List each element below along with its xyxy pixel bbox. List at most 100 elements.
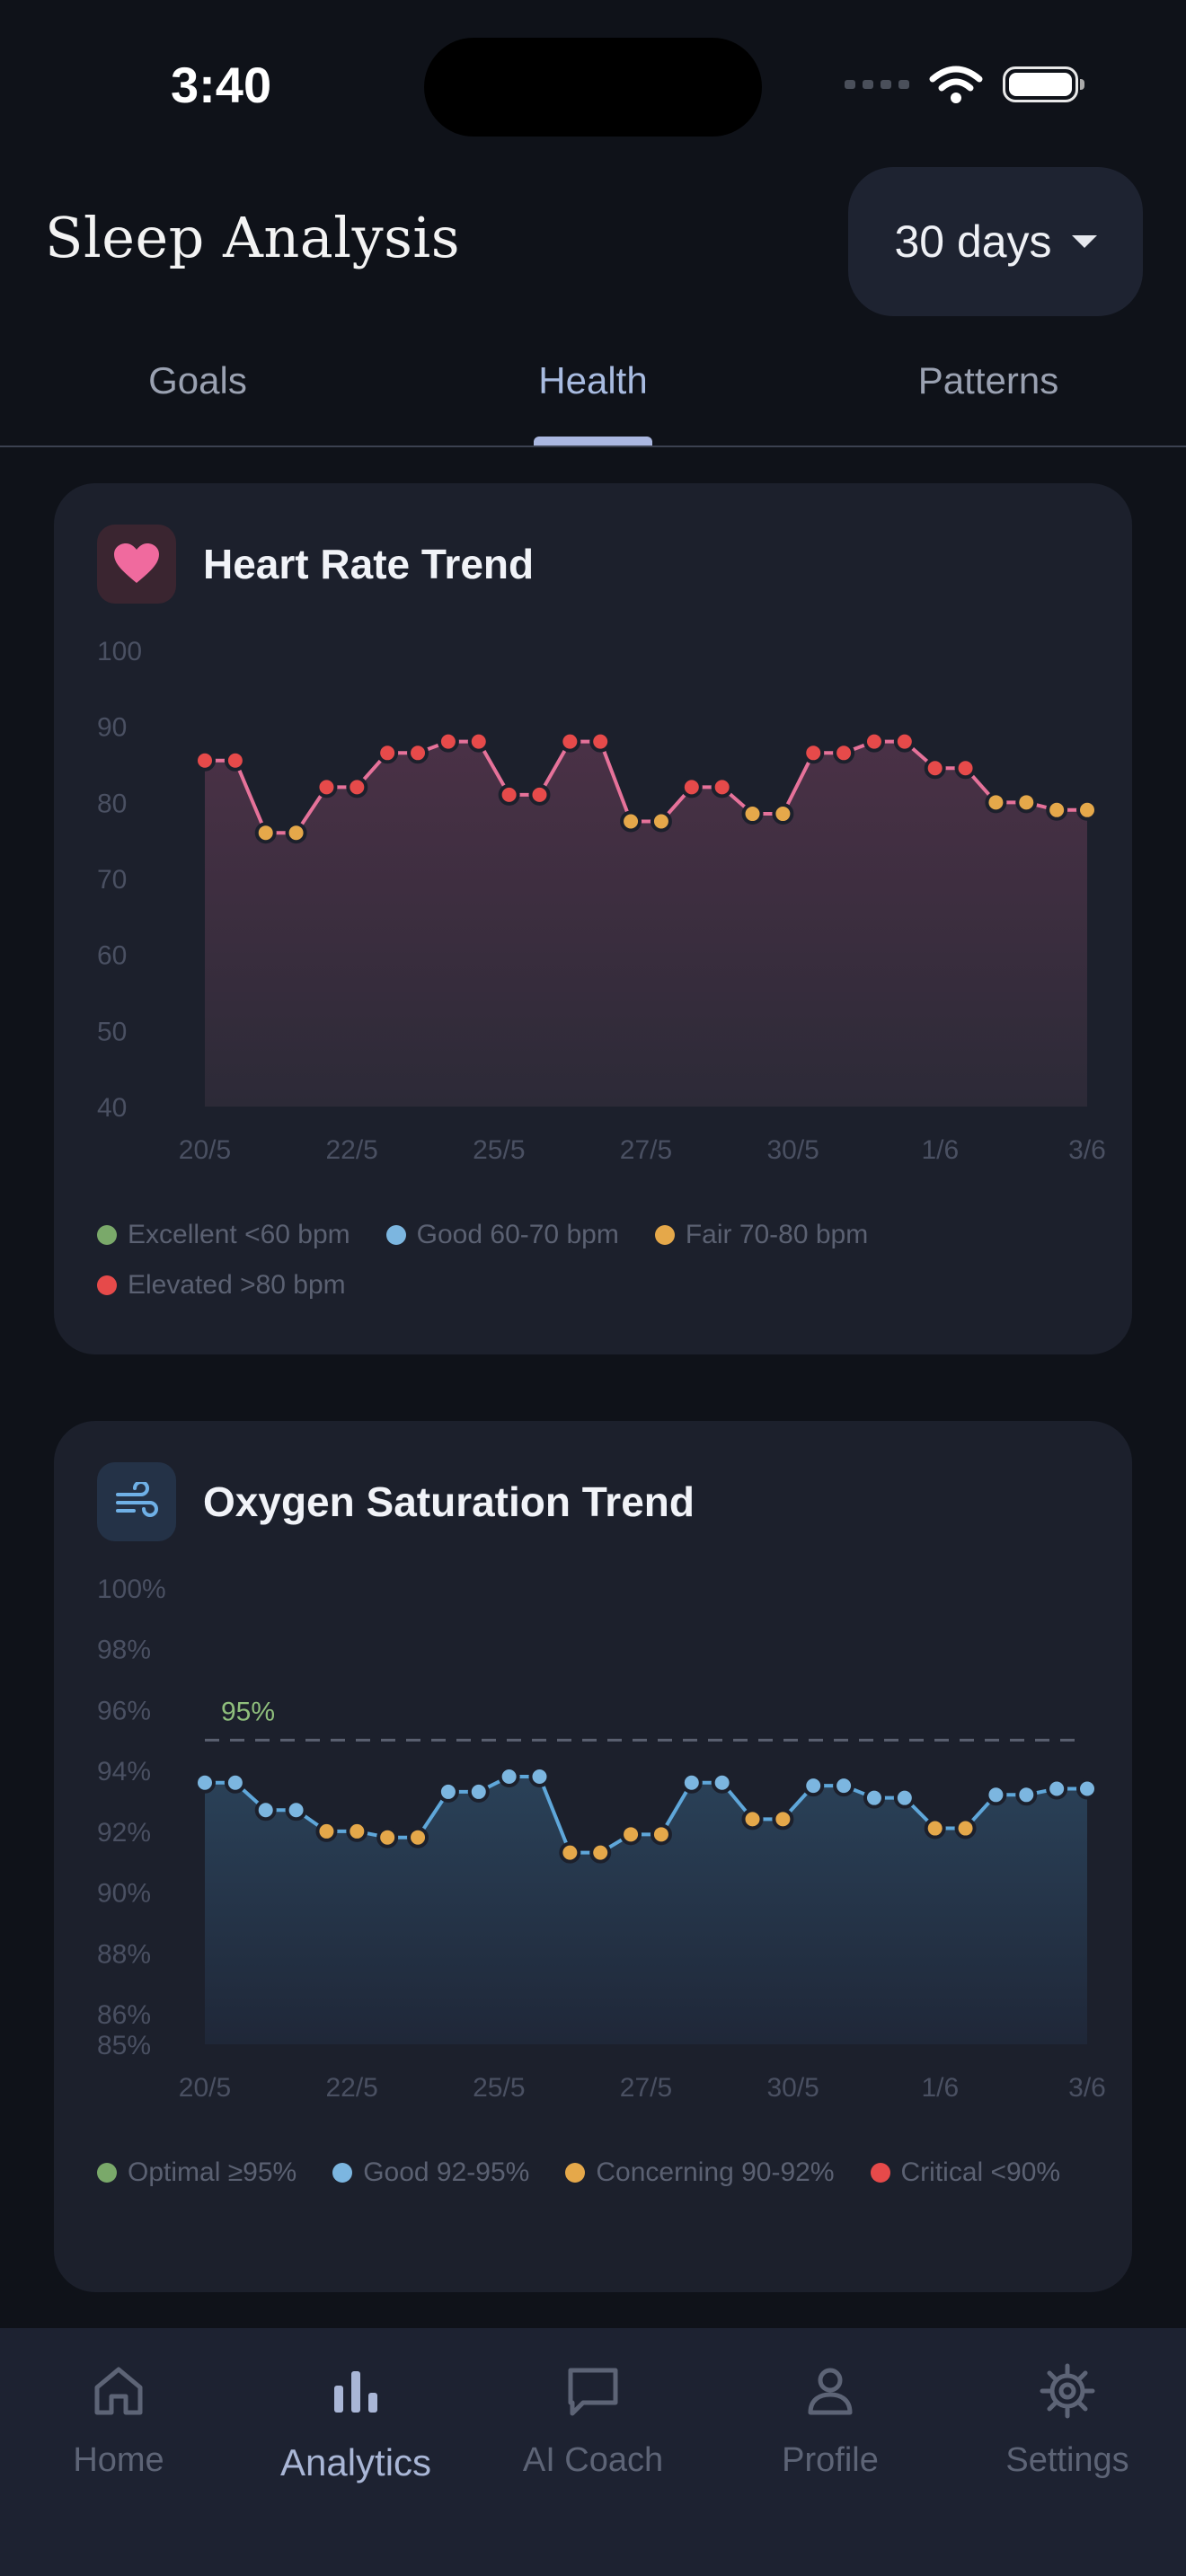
x-tick-label: 3/6 [1068,1135,1106,1165]
data-point[interactable] [559,730,581,753]
tab-goals[interactable]: Goals [148,359,247,401]
data-point[interactable] [1015,791,1038,814]
data-point[interactable] [802,742,825,764]
data-point[interactable] [954,1817,977,1839]
data-point[interactable] [924,757,946,780]
data-point[interactable] [650,1823,672,1846]
nav-analytics[interactable]: Analytics [237,2355,474,2484]
data-point[interactable] [741,1808,764,1831]
nav-home[interactable]: Home [0,2355,237,2480]
data-point[interactable] [893,1786,916,1809]
data-point[interactable] [680,1771,703,1794]
data-point[interactable] [772,1808,794,1831]
data-point[interactable] [1046,798,1068,821]
heart-rate-card: Heart Rate Trend 100 90 80 70 60 50 40 20/5 22/5… [54,483,1132,1354]
legend-item: Good 92-95% [332,2157,529,2188]
data-point[interactable] [985,791,1007,814]
legend-swatch [565,2163,586,2183]
y-tick-label: 70 [97,865,127,895]
x-tick-label: 22/5 [325,2073,377,2103]
legend-label: Optimal ≥95% [128,2157,297,2187]
legend-label: Good 60-70 bpm [416,1220,619,1249]
data-point[interactable] [559,1841,581,1864]
data-point[interactable] [315,776,338,798]
data-point[interactable] [833,1775,855,1797]
y-tick-label: 86% [97,2000,151,2030]
data-point[interactable] [437,730,459,753]
data-point[interactable] [620,1823,642,1846]
legend-label: Critical <90% [900,2157,1061,2187]
y-tick-label: 94% [97,1757,151,1786]
data-point[interactable] [285,822,307,844]
data-point[interactable] [254,1799,277,1822]
status-icons [845,65,1084,104]
wind-icon-badge [97,1462,176,1541]
data-point[interactable] [254,822,277,844]
data-point[interactable] [528,1765,551,1787]
range-dropdown[interactable]: 30 days [848,167,1143,316]
data-point[interactable] [376,1826,399,1848]
data-point[interactable] [833,742,855,764]
wifi-icon [929,66,983,103]
data-point[interactable] [194,1771,216,1794]
data-point[interactable] [772,803,794,825]
data-point[interactable] [589,730,612,753]
data-point[interactable] [680,776,703,798]
heart-icon [114,543,159,583]
nav-profile[interactable]: Profile [712,2355,949,2480]
data-point[interactable] [315,1820,338,1842]
data-point[interactable] [194,749,216,772]
y-tick-label: 100 [97,637,142,666]
legend-item: Critical <90% [870,2157,1061,2188]
data-point[interactable] [376,742,399,764]
data-point[interactable] [741,803,764,825]
tab-patterns[interactable]: Patterns [917,359,1059,401]
data-point[interactable] [650,810,672,833]
data-point[interactable] [985,1784,1007,1806]
nav-settings[interactable]: Settings [949,2355,1186,2480]
chat-icon [568,2368,618,2416]
nav-ai-coach[interactable]: AI Coach [474,2355,712,2480]
data-point[interactable] [1076,798,1098,821]
data-point[interactable] [224,1771,246,1794]
data-point[interactable] [498,783,520,806]
data-point[interactable] [285,1799,307,1822]
x-tick-label: 1/6 [921,1135,959,1165]
data-point[interactable] [711,776,733,798]
data-point[interactable] [954,757,977,780]
chart-legend: Optimal ≥95% Good 92-95% Concerning 90-92%… [97,2157,1085,2188]
data-point[interactable] [346,776,368,798]
data-point[interactable] [1046,1778,1068,1800]
data-point[interactable] [1015,1784,1038,1806]
legend-swatch [654,1225,675,1245]
status-bar: 3:40 [0,0,1186,162]
card-header: Heart Rate Trend [97,525,534,604]
data-point[interactable] [467,730,490,753]
data-point[interactable] [620,810,642,833]
data-point[interactable] [802,1775,825,1797]
x-tick-label: 20/5 [179,2073,231,2103]
x-tick-label: 1/6 [921,2073,959,2103]
tab-health[interactable]: Health [538,359,648,401]
data-point[interactable] [346,1820,368,1842]
data-point[interactable] [893,730,916,753]
legend-swatch [97,1275,117,1295]
data-point[interactable] [467,1780,490,1803]
y-tick-label: 90% [97,1879,151,1909]
data-point[interactable] [711,1771,733,1794]
bar-chart-icon [334,2371,377,2413]
data-point[interactable] [924,1817,946,1839]
data-point[interactable] [407,742,429,764]
data-point[interactable] [589,1841,612,1864]
data-point[interactable] [1076,1778,1098,1800]
data-point[interactable] [407,1826,429,1848]
y-tick-label: 50 [97,1017,127,1046]
data-point[interactable] [528,783,551,806]
data-point[interactable] [224,749,246,772]
data-point[interactable] [498,1765,520,1787]
data-point[interactable] [863,1786,885,1809]
data-point[interactable] [863,730,885,753]
y-tick-label: 96% [97,1696,151,1725]
data-point[interactable] [437,1780,459,1803]
legend-item: Good 60-70 bpm [385,1220,619,1250]
